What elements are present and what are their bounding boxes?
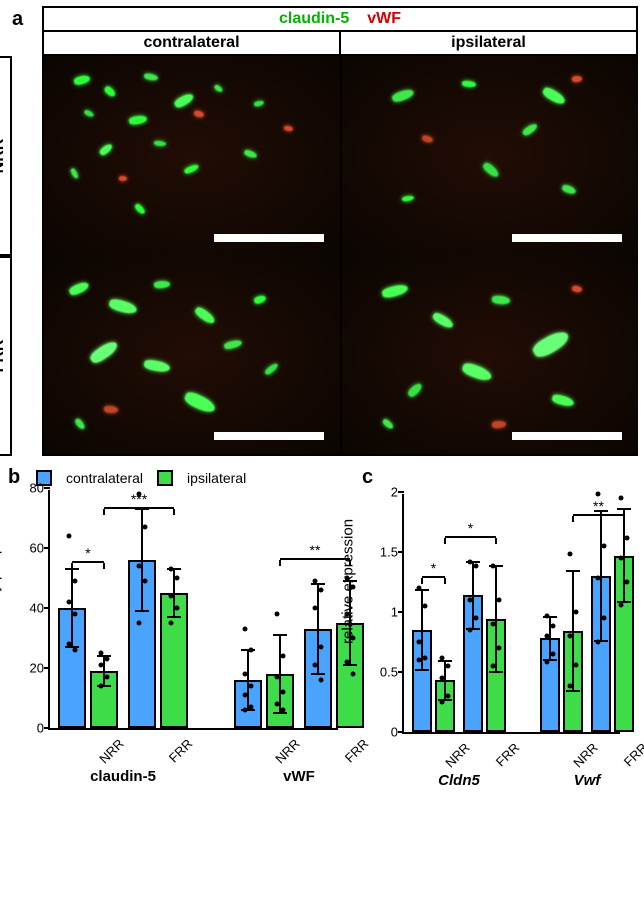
charts-row: b contralateral ipsilateral Intensity pe…	[6, 470, 638, 794]
panel-c-plot-area: 00.511.52NRRFRRCldn5**NRRFRRVwf**	[402, 494, 620, 734]
ytick-label: 1	[368, 605, 398, 620]
panel-a-label: a	[12, 8, 23, 31]
row-label-nrr: NRR	[0, 56, 12, 256]
scalebar	[214, 234, 324, 242]
micrograph-nrr-ipsilateral	[340, 56, 638, 256]
significance-label: **	[305, 542, 325, 558]
legend-ipsilateral: ipsilateral	[187, 470, 246, 486]
panel-b-legend: contralateral ipsilateral	[36, 470, 346, 486]
group-label: claudin-5	[58, 768, 188, 785]
scalebar	[512, 432, 622, 440]
swatch-ipsilateral	[157, 470, 173, 486]
panel-b-ylabel: Intensity per µm²	[0, 528, 3, 640]
legend-vwf: vWF	[367, 10, 401, 28]
panel-a: a claudin-5 vWF contralateral ipsilatera…	[6, 6, 638, 456]
figure: a claudin-5 vWF contralateral ipsilatera…	[0, 0, 644, 800]
col-header-contralateral: contralateral	[42, 32, 341, 56]
significance-label: **	[589, 498, 609, 514]
xtick-label: NRR	[96, 736, 127, 767]
xtick-label: FRR	[620, 740, 644, 769]
image-row-frr: FRR	[42, 256, 638, 456]
image-row-nrr: NRR	[42, 56, 638, 256]
scalebar	[512, 234, 622, 242]
significance-label: *	[461, 520, 481, 536]
legend-contralateral: contralateral	[66, 470, 143, 486]
scalebar	[214, 432, 324, 440]
panel-c: c relative expression 00.511.52NRRFRRCld…	[360, 470, 626, 794]
row-label-frr: FRR	[0, 256, 12, 456]
panel-b: b contralateral ipsilateral Intensity pe…	[6, 470, 346, 794]
xtick-label: NRR	[570, 740, 601, 771]
ytick-label: 0	[368, 725, 398, 740]
panel-b-plot-area: 020406080NRRFRRclaudin-5****NRRFRRvWF**	[48, 490, 338, 730]
significance-label: *	[78, 545, 98, 561]
ytick-label: 80	[14, 481, 44, 496]
xtick-label: NRR	[442, 740, 473, 771]
panel-a-image-grid: NRRFRR	[42, 56, 638, 456]
ytick-label: 0	[14, 721, 44, 736]
group-label: Cldn5	[412, 772, 506, 789]
legend-claudin5: claudin-5	[279, 10, 349, 28]
panel-a-column-headers: contralateral ipsilateral	[42, 32, 638, 56]
ytick-label: 2	[368, 485, 398, 500]
significance-label: ***	[129, 491, 149, 507]
ytick-label: 0.5	[368, 665, 398, 680]
group-label: vWF	[234, 768, 364, 785]
xtick-label: FRR	[166, 736, 195, 765]
ytick-label: 60	[14, 541, 44, 556]
ytick-label: 20	[14, 661, 44, 676]
panel-b-plot: Intensity per µm² 020406080NRRFRRclaudin…	[6, 490, 346, 790]
micrograph-nrr-contralateral	[42, 56, 340, 256]
significance-label: *	[424, 560, 444, 576]
ytick-label: 40	[14, 601, 44, 616]
ytick-label: 1.5	[368, 545, 398, 560]
xtick-label: NRR	[272, 736, 303, 767]
panel-c-ylabel: relative expression	[340, 519, 357, 644]
micrograph-frr-ipsilateral	[340, 256, 638, 456]
group-label: Vwf	[540, 772, 634, 789]
xtick-label: FRR	[492, 740, 521, 769]
panel-c-plot: relative expression 00.511.52NRRFRRCldn5…	[360, 494, 626, 794]
micrograph-frr-contralateral	[42, 256, 340, 456]
col-header-ipsilateral: ipsilateral	[341, 32, 638, 56]
panel-a-legend: claudin-5 vWF	[42, 6, 638, 32]
